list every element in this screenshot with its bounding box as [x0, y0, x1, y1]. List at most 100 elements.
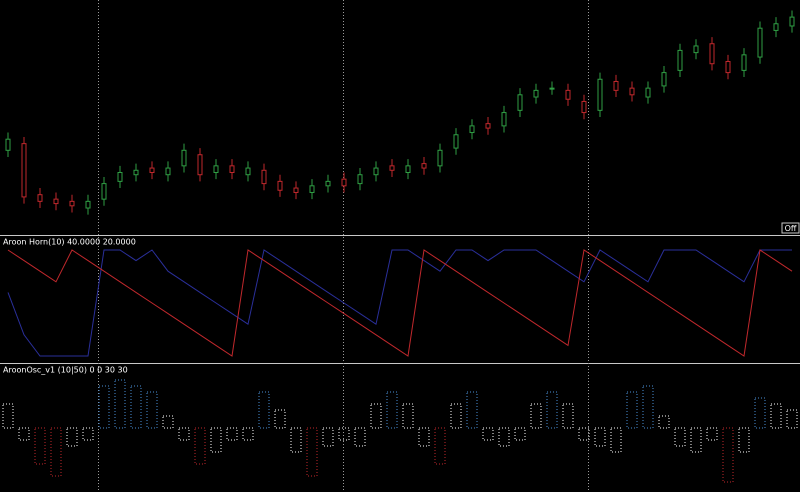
indicator-line: [7, 249, 793, 357]
candle-body: [85, 200, 91, 209]
candle-body: [565, 89, 571, 100]
histogram-bar: [306, 427, 318, 477]
candle-body: [501, 112, 507, 127]
candle-body: [133, 169, 139, 176]
candle-body: [453, 134, 459, 149]
histogram-bar: [642, 385, 654, 429]
candle-body: [5, 138, 11, 151]
histogram-bar: [434, 427, 446, 465]
histogram-bar: [210, 427, 222, 453]
candle-body: [645, 87, 651, 98]
candle-body: [389, 165, 395, 171]
candle-body: [293, 187, 299, 193]
candle-body: [677, 49, 683, 71]
histogram-bar: [242, 427, 254, 441]
histogram-bar: [82, 427, 94, 441]
histogram-bar: [418, 427, 430, 447]
candle-body: [149, 167, 155, 173]
candle-body: [277, 180, 283, 191]
candle-body: [101, 183, 107, 200]
candle-body: [53, 198, 59, 205]
histogram-bar: [130, 385, 142, 429]
histogram-bar: [386, 391, 398, 429]
histogram-bar: [482, 427, 494, 441]
histogram-bar: [546, 391, 558, 429]
pane-title: Aroon Horn(10) 40.0000 20.0000: [3, 238, 136, 247]
histogram-bar: [322, 427, 334, 447]
candle-body: [261, 169, 267, 185]
histogram-bar: [674, 427, 686, 447]
histogram-bar: [498, 427, 510, 447]
candle-body: [693, 45, 699, 54]
pane-title: AroonOsc_v1 (10|50) 0 0 30 30: [3, 366, 128, 375]
histogram-bar: [594, 427, 606, 447]
histogram-bar: [610, 427, 622, 453]
histogram-bar: [50, 427, 62, 477]
candle-body: [309, 185, 315, 193]
candle-body: [213, 165, 219, 173]
histogram-bar: [338, 427, 350, 441]
candle-body: [485, 123, 491, 129]
histogram-bar: [178, 427, 190, 441]
candle-body: [325, 180, 331, 187]
histogram-bar: [194, 427, 206, 465]
button-label[interactable]: Off: [785, 224, 797, 233]
histogram-bar: [514, 427, 526, 441]
histogram-bar: [258, 391, 270, 429]
histogram-bar: [658, 415, 670, 429]
histogram-bar: [786, 409, 798, 429]
candle-body: [517, 94, 523, 111]
candle-body: [661, 72, 667, 87]
histogram-bar: [626, 391, 638, 429]
candle-body: [709, 43, 715, 65]
candle-body: [197, 154, 203, 176]
histogram-bar: [402, 403, 414, 429]
histogram-bar: [754, 397, 766, 429]
candle-body: [789, 16, 795, 27]
indicator-line: [7, 249, 792, 357]
candle-body: [341, 178, 347, 187]
histogram-bar: [146, 391, 158, 429]
histogram-bar: [738, 427, 750, 453]
histogram-bar: [162, 415, 174, 429]
histogram-bar: [690, 427, 702, 453]
histogram-bar: [354, 427, 366, 447]
histogram-bar: [98, 385, 110, 429]
histogram-bar: [722, 427, 734, 483]
candle-body: [405, 165, 411, 173]
candle-body: [437, 149, 443, 167]
histogram-bar: [562, 403, 574, 429]
histogram-bar: [18, 427, 30, 441]
candle-body: [773, 23, 779, 31]
candle-body: [165, 167, 171, 176]
histogram-bar: [2, 403, 14, 429]
histogram-bar: [466, 391, 478, 429]
histogram-bar: [370, 403, 382, 429]
candle-body: [533, 89, 539, 98]
histogram-bar: [530, 403, 542, 429]
histogram-bar: [290, 427, 302, 453]
candle-body: [117, 172, 123, 182]
candle-body: [245, 167, 251, 176]
histogram-bar: [114, 379, 126, 429]
candle-body: [37, 194, 43, 202]
off-button[interactable]: Off: [781, 222, 800, 234]
histogram-bar: [706, 427, 718, 441]
button-frame[interactable]: [781, 222, 800, 234]
candle-body: [21, 143, 27, 198]
candle-body: [629, 87, 635, 96]
histogram-bar: [274, 409, 286, 429]
candle-body: [581, 100, 587, 114]
histogram-bar: [226, 427, 238, 441]
histogram-bar: [66, 427, 78, 447]
candle-body: [613, 80, 619, 91]
candle-body: [181, 149, 187, 167]
candle-body: [597, 78, 603, 111]
candle-body: [757, 27, 763, 58]
histogram-bar: [34, 427, 46, 465]
candle-body: [549, 87, 555, 90]
candle-body: [421, 163, 427, 169]
candle-body: [725, 61, 731, 74]
